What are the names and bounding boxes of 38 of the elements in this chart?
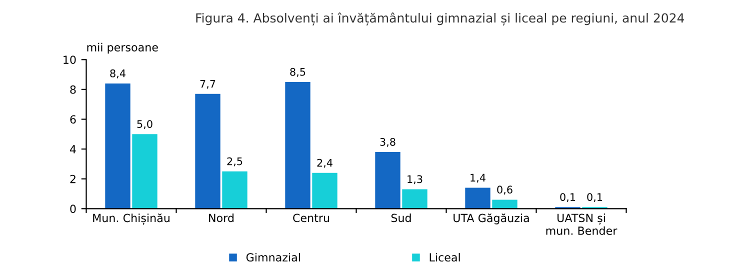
bar <box>375 152 400 209</box>
data-label: 7,7 <box>200 80 216 89</box>
y-tick-label: 10 <box>64 56 76 64</box>
data-label: 8,4 <box>110 69 126 78</box>
bar <box>195 94 220 209</box>
data-label: 2,4 <box>317 158 332 168</box>
y-axis-title: mii persoane <box>87 42 158 54</box>
x-tick-label: UATSN și mun. Bender <box>546 214 618 235</box>
data-label: 2,5 <box>227 157 242 166</box>
x-tick-label: UTA Găgăuzia <box>454 214 529 224</box>
y-tick-label: 4 <box>70 145 76 154</box>
data-label: 1,3 <box>408 175 422 184</box>
data-label: 5,0 <box>137 120 152 130</box>
data-label: 1,4 <box>470 174 486 183</box>
data-label: 0,1 <box>587 193 602 202</box>
bar <box>285 82 310 209</box>
x-tick-label: Mun. Chișinău <box>93 214 170 225</box>
y-tick-label: 8 <box>70 85 76 94</box>
data-label: 0,1 <box>560 193 576 202</box>
data-label: 3,8 <box>380 138 396 147</box>
bar <box>465 188 490 209</box>
bar <box>492 200 518 209</box>
bar <box>105 83 130 209</box>
x-tick-label: Centru <box>293 214 330 222</box>
bar <box>402 189 428 209</box>
legend-label: Liceal <box>430 252 460 262</box>
y-tick-label: 6 <box>70 115 76 124</box>
y-tick-label: 2 <box>70 174 76 184</box>
x-tick-label: Nord <box>209 214 234 222</box>
bar <box>222 171 248 209</box>
y-tick-label: 0 <box>70 204 76 214</box>
legend-label: Gimnazial <box>246 252 300 262</box>
data-label: 0,6 <box>497 186 512 195</box>
bar <box>312 172 338 209</box>
chart-title: Figura 4. Absolvenți ai învățământului gimnazial și liceal pe regiuni, anul 2024 <box>196 12 684 26</box>
data-label: 8,5 <box>290 68 306 77</box>
bar <box>132 134 158 209</box>
x-tick-label: Sud <box>391 214 411 222</box>
